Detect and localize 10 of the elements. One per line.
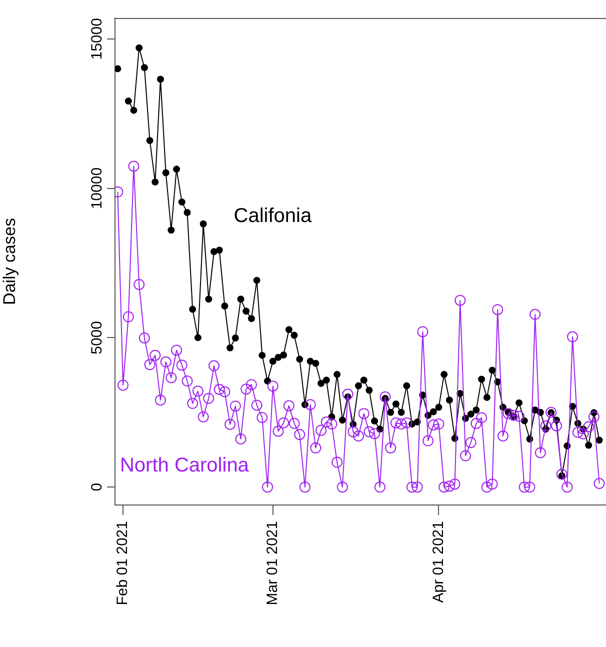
y-tick-label: 15000	[88, 18, 106, 60]
x-tick-label: Feb 01 2021	[114, 521, 132, 606]
y-axis-title: Daily cases	[0, 218, 19, 305]
x-tick-label: Mar 01 2021	[264, 521, 281, 606]
y-tick-label: 10000	[88, 167, 106, 210]
y-tick-label: 5000	[88, 321, 106, 354]
series-label: North Carolina	[120, 454, 250, 477]
x-tick-label: Apr 01 2021	[430, 521, 447, 603]
series-label: Califonia	[234, 205, 312, 228]
y-tick-label: 0	[88, 482, 106, 492]
